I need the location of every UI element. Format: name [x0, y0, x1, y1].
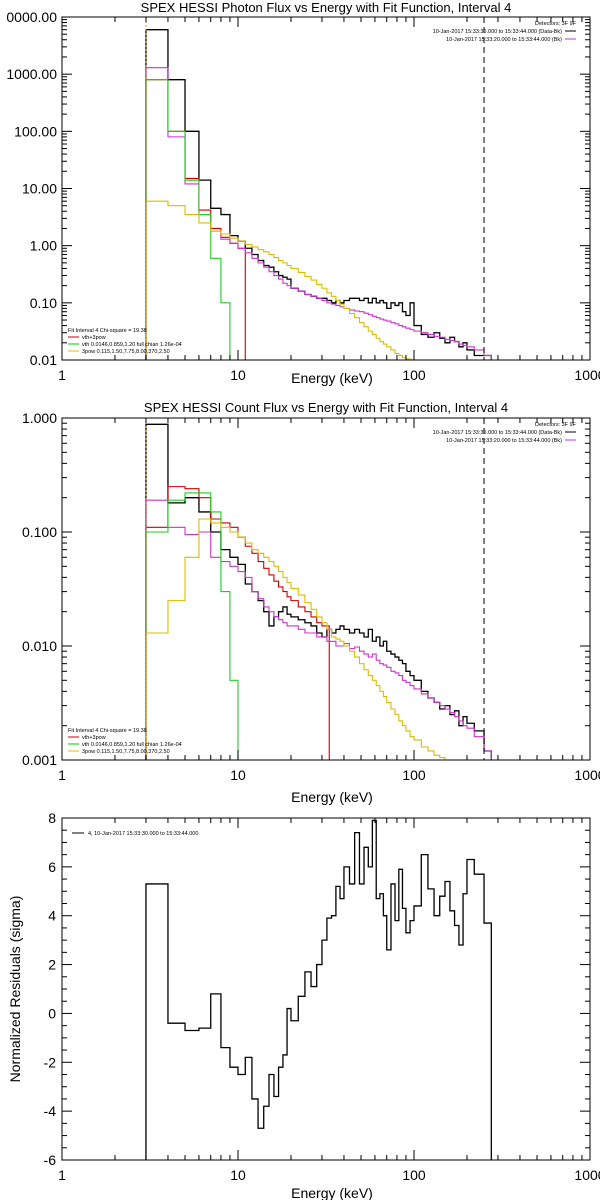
legend-bottom-left: Fit Interval 4 Chi-square = 19.38vth+3po…	[68, 328, 182, 355]
series-line-4	[145, 492, 246, 760]
x-axis-label: Energy (keV)	[291, 1185, 373, 1200]
x-tick-label: 1000	[574, 767, 600, 783]
chart-panel-2: SPEX HESSI Count Flux vs Energy with Fit…	[22, 400, 600, 805]
legend-top-right: Detectors: 3F 9F 10-Jan-2017 15:33:30.000…	[433, 422, 577, 444]
x-tick-label: 1000	[574, 1167, 600, 1183]
series-line-3	[145, 499, 492, 760]
y-tick-label: 0.001	[22, 752, 57, 768]
y-axis-label: Normalized Residuals (sigma)	[7, 896, 23, 1083]
y-tick-label: 1000.00	[6, 66, 57, 82]
series-group	[145, 819, 492, 1160]
y-tick-label: 1.00	[30, 238, 57, 254]
y-tick-label: 1.000	[22, 410, 57, 426]
legend-fit-header: Fit Interval 4 Chi-square = 19.38	[68, 728, 147, 734]
series-line-5	[145, 518, 458, 760]
series-line-1	[145, 819, 492, 1160]
chart-panel-3: 1 10 100 1000 -6 -4 -2 0 2 4 6 8 Energy (keV) Normali…	[7, 810, 600, 1200]
legend-detectors: Detectors: 3F 9F	[535, 21, 577, 27]
x-tick-label: 100	[402, 767, 426, 783]
x-tick-label: 1	[58, 1167, 66, 1183]
y-tick-label: -4	[44, 1103, 57, 1119]
legend-bottom-left: Fit Interval 4 Chi-square = 19.38vth+3po…	[68, 728, 182, 755]
legend-entry-text: 10-Jan-2017 15:33:30.000 to 15:33:44.000…	[433, 29, 563, 35]
legend-top-left: 4, 10-Jan-2017 15:33:30.000 to 15:33:44.…	[72, 831, 198, 837]
y-tick-label: 0.100	[22, 524, 57, 540]
y-tick-label: 100.00	[14, 123, 57, 139]
legend-top-right: Detectors: 3F 9F 10-Jan-2017 15:33:30.000…	[433, 21, 577, 43]
legend-entry-text: 10-Jan-2017 15:33:30.000 to 15:33:44.000…	[433, 430, 563, 436]
legend-detectors: Detectors: 3F 9F	[535, 422, 577, 428]
x-tick-label: 100	[402, 367, 426, 383]
y-tick-label: 0.01	[30, 352, 57, 368]
series-line-1	[145, 423, 492, 760]
x-axis-label: Energy (keV)	[291, 789, 373, 805]
x-tick-label: 1000	[574, 367, 600, 383]
chart-panel-1: SPEX HESSI Photon Flux vs Energy with Fi…	[6, 0, 600, 386]
legend-fit-header: Fit Interval 4 Chi-square = 19.38	[68, 328, 147, 334]
y-tick-label: -2	[44, 1054, 57, 1070]
series-group	[145, 423, 492, 760]
legend-entry-text: 4, 10-Jan-2017 15:33:30.000 to 15:33:44.…	[88, 831, 198, 837]
legend-entry-text: 3pow 0.115,1.50,7.75,8.00,370,2.50	[82, 349, 170, 355]
series-line-4	[145, 79, 238, 360]
y-tick-label: 0000.00	[6, 9, 57, 25]
y-tick-label: -6	[44, 1152, 57, 1168]
series-line-5	[145, 200, 422, 360]
series-line-1	[145, 29, 492, 360]
plot-frame	[61, 16, 591, 361]
y-tick-label: 0.10	[30, 295, 57, 311]
y-tick-label: 8	[48, 810, 56, 826]
x-tick-label: 1	[58, 767, 66, 783]
legend-entry-text: vth+3pow	[82, 335, 106, 341]
y-tick-label: 0	[48, 1005, 56, 1021]
legend-entry-text: 10-Jan-2017 15:33:20.000 to 15:33:44.000…	[446, 37, 562, 43]
plot-frame	[61, 817, 591, 1161]
chart-title: SPEX HESSI Photon Flux vs Energy with Fi…	[141, 0, 512, 15]
legend-entry-text: vth 0.0146,0.859,1.20 full chian 1.26e-0…	[82, 742, 182, 748]
legend-entry-text: vth+3pow	[82, 735, 106, 741]
y-tick-label: 10.00	[22, 181, 57, 197]
y-tick-label: 0.010	[22, 638, 57, 654]
plot-frame	[61, 417, 591, 761]
x-tick-label: 10	[230, 767, 246, 783]
x-tick-label: 10	[230, 367, 246, 383]
x-tick-label: 1	[58, 367, 66, 383]
y-tick-label: 6	[48, 859, 56, 875]
legend-entry-text: vth 0.0146,0.859,1.20 full chian 1.26e-0…	[82, 342, 182, 348]
x-tick-label: 10	[230, 1167, 246, 1183]
x-axis-label: Energy (keV)	[291, 370, 373, 386]
legend-entry-text: 10-Jan-2017 15:33:20.000 to 15:33:44.000…	[446, 438, 562, 444]
series-line-2	[145, 486, 330, 760]
x-tick-label: 100	[402, 1167, 426, 1183]
legend-entry-text: 3pow 0.115,1.50,7.75,8.00,370,2.50	[82, 749, 170, 755]
y-tick-label: 2	[48, 957, 56, 973]
y-tick-label: 4	[48, 908, 56, 924]
series-group	[145, 29, 492, 360]
series-line-3	[145, 67, 492, 360]
chart-title: SPEX HESSI Count Flux vs Energy with Fit…	[144, 400, 508, 415]
